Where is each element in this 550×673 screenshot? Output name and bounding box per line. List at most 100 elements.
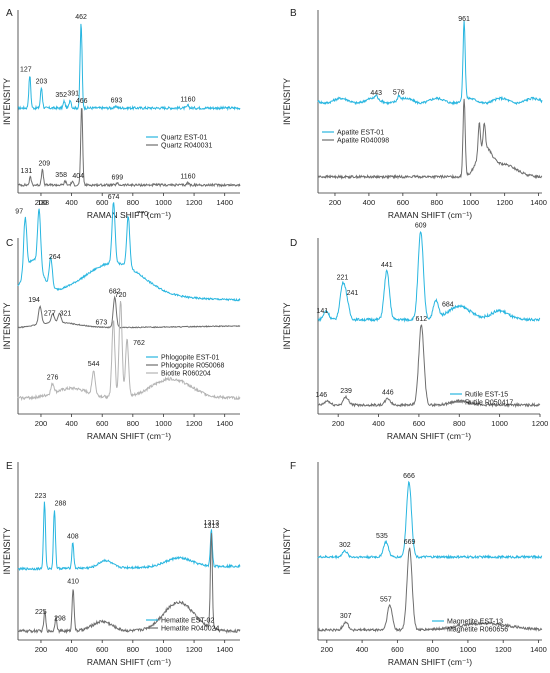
x-tick-label: 200: [35, 645, 48, 654]
x-tick-label: 800: [127, 419, 140, 428]
peak-label: 408: [67, 533, 79, 540]
peak-label: 535: [376, 533, 388, 540]
series-line-apatite-r040098: [317, 98, 543, 180]
panel-letter: F: [290, 461, 296, 472]
peak-label: 127: [20, 67, 32, 74]
peak-label: 188: [37, 200, 49, 207]
peak-label: 302: [339, 542, 351, 549]
x-tick-label: 1000: [491, 419, 508, 428]
peak-label: 239: [340, 388, 352, 395]
x-tick-label: 1400: [530, 198, 547, 207]
peak-label: 682: [109, 289, 121, 296]
peak-label: 404: [72, 173, 84, 180]
legend-label: Quartz R040031: [161, 143, 212, 150]
x-axis-label: RAMAN SHIFT (cm⁻¹): [388, 657, 472, 667]
x-tick-label: 600: [413, 419, 426, 428]
x-tick-label: 1200: [495, 645, 512, 654]
x-axis-label: RAMAN SHIFT (cm⁻¹): [87, 657, 171, 667]
series-line-apatite-est-01: [317, 20, 543, 106]
peak-label: 544: [88, 361, 100, 368]
peak-label: 961: [458, 16, 470, 23]
series-line-hematite-est-02: [17, 501, 241, 571]
legend-label: Magnetite EST-13: [447, 619, 503, 626]
x-tick-label: 1400: [216, 419, 233, 428]
peak-label: 221: [337, 275, 349, 282]
x-tick-label: 1200: [186, 419, 203, 428]
legend-label: Rutile R050417: [465, 400, 513, 407]
peak-label: 612: [415, 316, 427, 323]
peak-label: 203: [36, 79, 48, 86]
peak-label: 264: [49, 254, 61, 261]
x-tick-label: 400: [65, 198, 78, 207]
x-tick-label: 1000: [155, 645, 172, 654]
x-tick-label: 1000: [460, 645, 477, 654]
x-tick-label: 1000: [155, 198, 172, 207]
legend-label: Apatite R040098: [337, 138, 389, 145]
peak-label: 462: [75, 14, 87, 21]
peak-label: 674: [108, 194, 120, 201]
x-tick-label: 600: [397, 198, 410, 207]
legend-label: Magnetite R060656: [447, 627, 508, 634]
x-tick-label: 200: [35, 198, 48, 207]
x-tick-label: 1200: [496, 198, 513, 207]
peak-label: 225: [35, 609, 47, 616]
x-tick-label: 600: [391, 645, 404, 654]
x-axis-label: RAMAN SHIFT (cm⁻¹): [388, 210, 472, 220]
x-tick-label: 400: [363, 198, 376, 207]
peak-label: 307: [340, 613, 352, 620]
x-tick-label: 1200: [186, 645, 203, 654]
peak-label: 1160: [180, 174, 195, 181]
y-axis-label: INTENSITY: [282, 527, 292, 574]
peak-label: 720: [115, 292, 127, 299]
peak-label: 209: [38, 160, 50, 167]
peak-label: 288: [55, 500, 67, 507]
peak-label: 141: [316, 308, 328, 315]
x-tick-label: 800: [127, 645, 140, 654]
series-line-rutile-r050417: [317, 324, 541, 409]
y-axis-label: INTENSITY: [2, 527, 12, 574]
legend-label: Rutile EST-15: [465, 392, 508, 399]
x-axis-label: RAMAN SHIFT (cm⁻¹): [87, 210, 171, 220]
x-tick-label: 1200: [532, 419, 549, 428]
series-line-quartz-est-01: [17, 23, 241, 112]
panel-letter: D: [290, 238, 297, 249]
peak-label: 609: [415, 223, 427, 230]
peak-label: 466: [76, 98, 88, 105]
x-tick-label: 1200: [186, 198, 203, 207]
panel-letter: B: [290, 8, 297, 19]
peak-label: 131: [21, 168, 33, 175]
peak-label: 693: [111, 97, 123, 104]
series-line-hematite-r040024: [17, 533, 241, 635]
x-tick-label: 200: [332, 419, 345, 428]
legend-label: Apatite EST-01: [337, 130, 384, 137]
peak-label: 684: [442, 301, 454, 308]
peak-label: 1160: [180, 96, 195, 103]
x-tick-label: 200: [321, 645, 334, 654]
x-tick-label: 800: [431, 198, 444, 207]
x-tick-label: 1400: [530, 645, 547, 654]
x-tick-label: 1000: [155, 419, 172, 428]
peak-label: 576: [393, 89, 405, 96]
panel-letter: A: [6, 8, 13, 19]
legend-label: Hematite R040024: [161, 626, 219, 633]
legend-label: Biotite R060204: [161, 371, 211, 378]
peak-label: 1313: [204, 520, 220, 527]
x-axis-label: RAMAN SHIFT (cm⁻¹): [387, 431, 471, 441]
legend-label: Quartz EST-01: [161, 135, 207, 142]
x-tick-label: 800: [127, 198, 140, 207]
series-line-rutile-est-15: [317, 231, 541, 323]
series-line-biotite-r060204: [17, 301, 241, 402]
series-line-magnetite-r060656: [318, 547, 543, 633]
y-axis-label: INTENSITY: [2, 78, 12, 125]
x-tick-label: 1400: [216, 645, 233, 654]
x-tick-label: 600: [96, 419, 109, 428]
peak-label: 1313: [204, 523, 220, 530]
peak-label: 298: [54, 616, 66, 623]
